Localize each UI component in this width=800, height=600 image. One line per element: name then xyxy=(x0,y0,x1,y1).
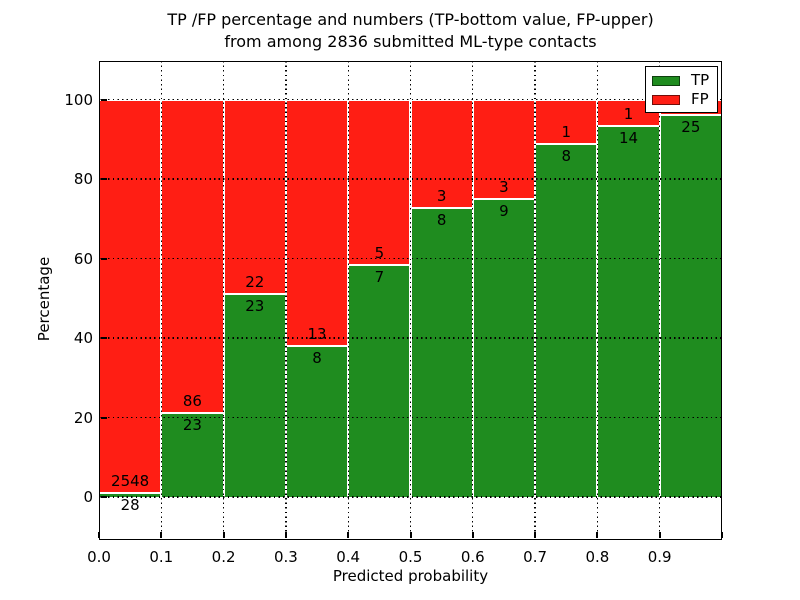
x-tick-label: 0.9 xyxy=(647,548,672,566)
x-tick-mark xyxy=(347,532,350,539)
tp-count-label: 28 xyxy=(120,495,140,514)
chart-title-line-1: TP /FP percentage and numbers (TP-bottom… xyxy=(167,10,654,29)
chart-title-line-2: from among 2836 submitted ML-type contac… xyxy=(224,32,597,51)
x-tick-label: 0.3 xyxy=(273,548,298,566)
tp-bar-segment xyxy=(223,293,286,497)
tp-bar-segment xyxy=(285,345,349,497)
y-tick-label: 60 xyxy=(73,249,93,268)
y-tick-mark xyxy=(100,416,107,419)
tp-bar-segment xyxy=(659,114,722,497)
legend-label-tp: TP xyxy=(691,71,710,89)
x-tick-mark xyxy=(222,532,225,539)
legend-row-fp: FP xyxy=(646,90,717,109)
tp-bar-segment xyxy=(535,143,598,497)
fp-bar-segment xyxy=(535,99,598,144)
y-tick-label: 80 xyxy=(73,170,93,188)
y-tick-mark xyxy=(100,178,107,180)
legend: TP FP xyxy=(645,66,718,113)
y-tick-label: 20 xyxy=(73,408,93,427)
y-tick-mark xyxy=(100,98,107,101)
legend-label-fp: FP xyxy=(691,90,709,108)
y-tick-mark xyxy=(100,257,107,260)
tp-color-swatch-icon xyxy=(652,75,680,86)
tp-bar-segment xyxy=(597,126,660,497)
x-tick-label: 0.8 xyxy=(585,548,610,566)
x-tick-label: 0.2 xyxy=(211,548,236,566)
x-tick-mark xyxy=(160,532,163,539)
x-tick-label: 0.4 xyxy=(336,548,361,566)
x-tick-mark xyxy=(658,532,661,539)
tp-bar-segment xyxy=(472,198,536,497)
fp-bar-segment xyxy=(99,99,162,493)
chart-title: TP /FP percentage and numbers (TP-bottom… xyxy=(99,9,722,53)
y-tick-label: 100 xyxy=(64,90,93,109)
x-tick-mark xyxy=(596,532,599,539)
y-tick-label: 0 xyxy=(83,488,93,506)
tp-bar-segment xyxy=(161,413,224,497)
y-tick-mark xyxy=(100,496,107,498)
y-tick-mark xyxy=(100,337,107,339)
tp-bar-segment xyxy=(410,208,473,497)
fp-bar-segment xyxy=(472,99,536,199)
x-tick-mark xyxy=(534,532,537,539)
fp-bar-segment xyxy=(410,99,473,209)
x-tick-mark xyxy=(471,532,474,539)
x-axis-label: Predicted probability xyxy=(332,567,489,585)
legend-row-tp: TP xyxy=(646,71,717,90)
x-tick-mark xyxy=(98,532,100,539)
fp-bar-segment xyxy=(161,99,224,414)
fp-bar-segment xyxy=(348,99,411,266)
x-tick-mark xyxy=(721,532,723,539)
plot-area: 2548 28 86 23 22 23 13 8 5 7 3 8 3 9 1 8 1 14 25 xyxy=(98,61,723,540)
fp-bar-segment xyxy=(285,99,349,346)
x-tick-mark xyxy=(409,532,412,539)
fp-bar-segment xyxy=(223,99,286,294)
y-tick-label: 40 xyxy=(73,329,93,347)
x-tick-mark xyxy=(284,532,287,539)
x-tick-label: 0.1 xyxy=(149,548,174,566)
x-tick-label: 0.7 xyxy=(523,548,548,566)
tp-bar-segment xyxy=(348,265,411,497)
fp-color-swatch-icon xyxy=(652,94,680,105)
x-tick-label: 0.5 xyxy=(398,548,423,566)
x-tick-label: 0.0 xyxy=(87,548,111,566)
x-tick-label: 0.6 xyxy=(460,548,485,566)
tp-bar-segment xyxy=(99,492,162,497)
